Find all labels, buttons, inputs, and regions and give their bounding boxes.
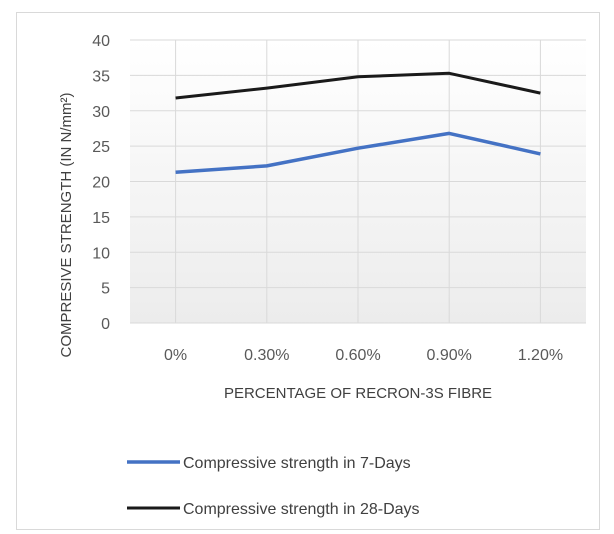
y-tick-label: 25 xyxy=(92,139,110,156)
legend-label: Compressive strength in 7-Days xyxy=(183,455,411,472)
y-tick-label: 30 xyxy=(92,104,110,121)
series-line-2 xyxy=(175,71,541,100)
x-tick-label: 0.60% xyxy=(335,347,380,364)
legend-label: Compressive strength in 28-Days xyxy=(183,501,420,518)
x-tick-label: 0% xyxy=(164,347,187,364)
y-tick-label: 35 xyxy=(92,68,110,85)
x-tick-label: 0.90% xyxy=(427,347,472,364)
y-tick-label: 10 xyxy=(92,245,110,262)
y-axis-title: COMPRESIVE STRENGTH (IN N/mm²) xyxy=(58,92,75,357)
y-tick-label: 0 xyxy=(101,316,110,333)
y-tick-label: 20 xyxy=(92,175,110,192)
y-axis-ticks: 0 5 10 15 20 25 30 35 40 xyxy=(92,33,110,333)
y-tick-label: 5 xyxy=(101,281,110,298)
y-tick-label: 40 xyxy=(92,33,110,50)
legend: Compressive strength in 7-Days Compressiv… xyxy=(127,455,420,518)
x-tick-label: 0.30% xyxy=(244,347,289,364)
x-axis-ticks: 0% 0.30% 0.60% 0.90% 1.20% xyxy=(164,347,563,364)
x-tick-label: 1.20% xyxy=(518,347,563,364)
x-axis-title: PERCENTAGE OF RECRON-3S FIBRE xyxy=(224,385,492,402)
y-tick-label: 15 xyxy=(92,210,110,227)
series-line-1 xyxy=(175,131,541,175)
series-lines xyxy=(175,71,541,175)
